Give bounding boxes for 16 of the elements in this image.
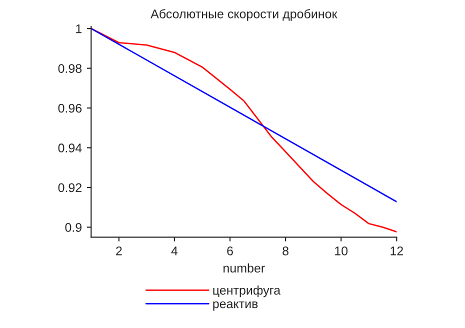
x-axis-title: number [224,263,265,273]
x-tick-label: 8 [282,246,288,256]
y-tick-label: 0.98 [58,64,82,73]
y-tick-label: 1 [76,24,82,34]
y-tick-label: 0.96 [58,104,82,113]
legend-label: реактив [213,301,258,311]
x-tick-label: 4 [171,246,178,256]
y-tick-label: 0.9 [65,223,82,232]
y-tick-label: 0.92 [58,183,82,192]
legend-label: центрифуга [213,286,281,298]
x-tick-label: 2 [116,246,122,256]
x-tick-label: 10 [335,246,348,256]
chart-title: Абсолютные скорости дробинок [150,9,338,21]
x-tick-label: 12 [390,246,403,256]
x-tick-label: 6 [227,246,233,256]
y-tick-label: 0.94 [58,144,82,152]
